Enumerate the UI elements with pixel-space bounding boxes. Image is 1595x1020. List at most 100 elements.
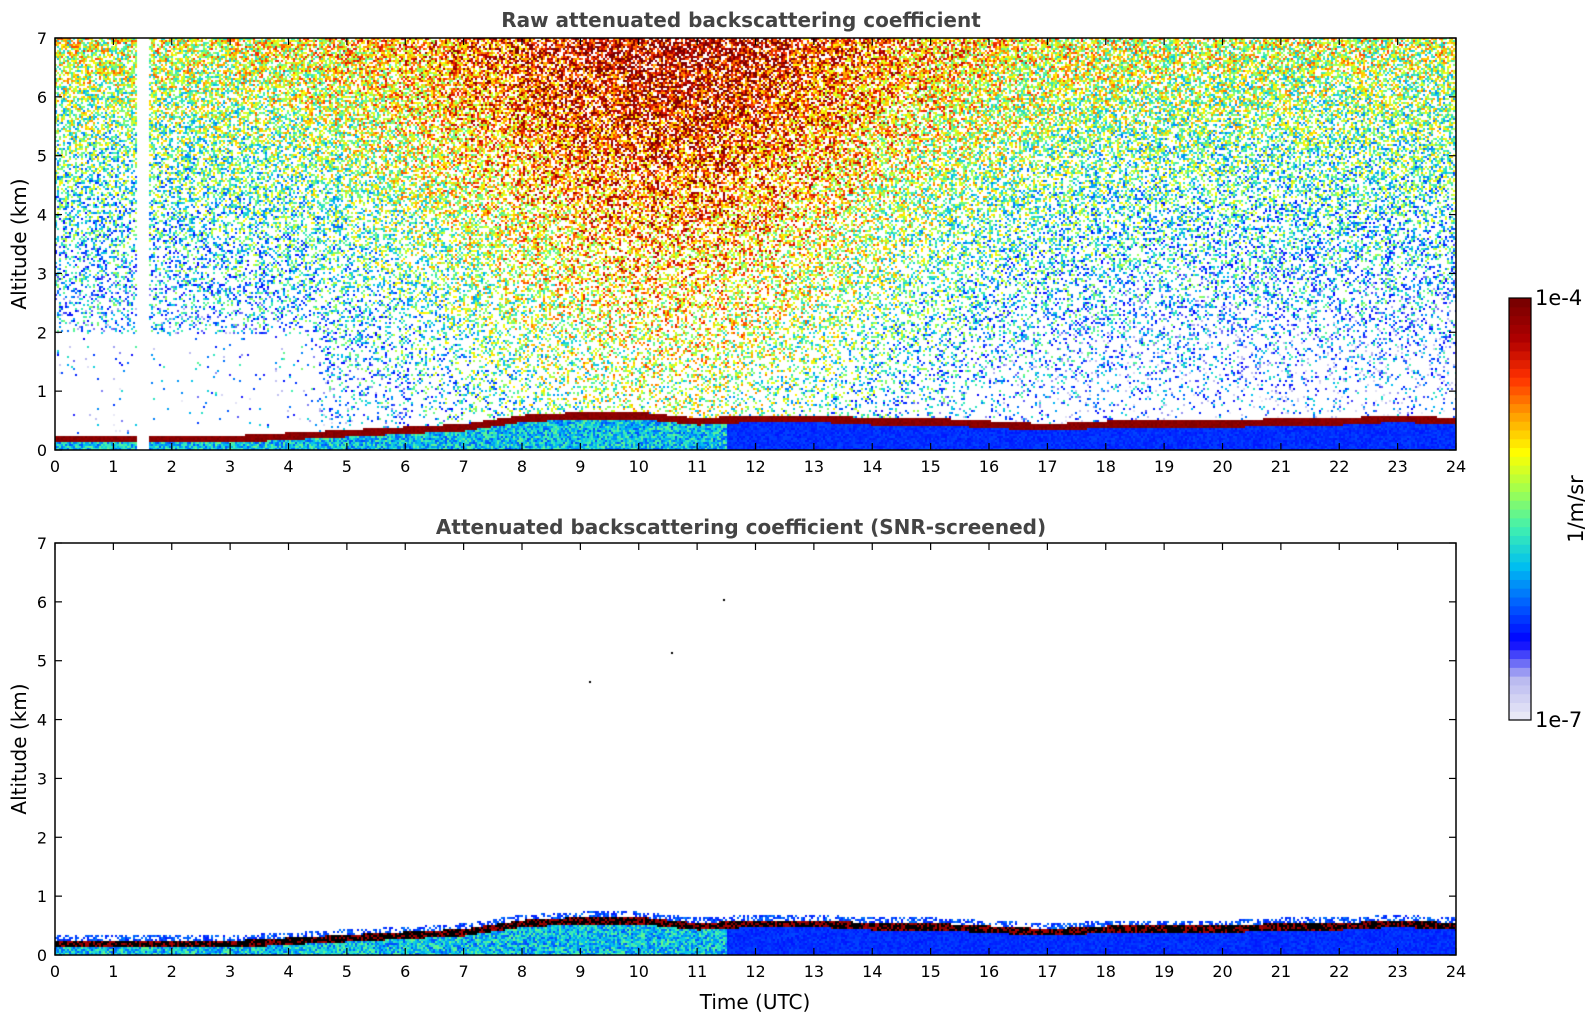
colorbar-segment — [1509, 693, 1531, 704]
x-tick-label: 4 — [283, 457, 293, 476]
x-tick-label: 3 — [225, 962, 235, 981]
colorbar-segment — [1509, 526, 1531, 536]
y-tick-label: 5 — [37, 147, 47, 166]
colorbar: 1e-4 1e-7 1/m/sr — [1508, 286, 1588, 732]
y-tick-label: 5 — [37, 652, 47, 671]
colorbar-segment — [1509, 596, 1531, 607]
colorbar-units-label: 1/m/sr — [1564, 475, 1588, 543]
colorbar-segment — [1509, 632, 1531, 642]
colorbar-segment — [1509, 500, 1531, 510]
x-tick-label: 20 — [1212, 962, 1232, 981]
x-tick-label: 0 — [50, 962, 60, 981]
x-ticks: 0 1 2 3 4 5 6 7 8 9 10 11 12 13 14 15 16 17 18 19 20 21 22 23 24 — [50, 38, 1466, 476]
x-tick-label: 17 — [1037, 457, 1057, 476]
colorbar-segment — [1509, 544, 1531, 554]
x-tick-label: 18 — [1096, 457, 1116, 476]
x-tick-label: 15 — [920, 962, 940, 981]
x-tick-label: 22 — [1329, 457, 1349, 476]
colorbar-segment — [1509, 702, 1531, 712]
heatmap-image — [55, 543, 1456, 955]
colorbar-segment — [1509, 412, 1531, 422]
colorbar-segment — [1509, 614, 1531, 624]
x-tick-label: 6 — [400, 962, 410, 981]
chart-screened: Attenuated backscattering coefficient (S… — [7, 515, 1466, 1014]
colorbar-segment — [1509, 368, 1531, 378]
colorbar-segment — [1509, 385, 1531, 396]
colorbar-segment — [1509, 676, 1531, 686]
y-ticks: 0 1 2 3 4 5 6 7 — [37, 534, 1456, 965]
x-tick-label: 1 — [108, 457, 118, 476]
heatmap — [55, 38, 1456, 450]
y-tick-label: 4 — [37, 711, 47, 730]
colorbar-segment — [1509, 491, 1531, 501]
colorbar-segment — [1509, 403, 1531, 413]
x-tick-label: 11 — [687, 962, 707, 981]
colorbar-segment — [1509, 465, 1531, 475]
colorbar-segment — [1509, 711, 1531, 721]
colorbar-segment — [1509, 438, 1531, 449]
chart-title: Attenuated backscattering coefficient (S… — [436, 515, 1046, 539]
x-tick-label: 9 — [575, 962, 585, 981]
colorbar-segment — [1509, 298, 1531, 308]
colorbar-segment — [1509, 421, 1531, 431]
x-tick-label: 2 — [167, 962, 177, 981]
colorbar-frame — [1508, 297, 1532, 721]
y-tick-label: 3 — [37, 264, 47, 283]
x-tick-label: 10 — [629, 457, 649, 476]
x-tick-label: 22 — [1329, 962, 1349, 981]
x-tick-label: 15 — [920, 457, 940, 476]
y-axis-label: Altitude (km) — [7, 683, 31, 814]
colorbar-segment — [1509, 535, 1531, 545]
colorbar-segment — [1509, 456, 1531, 466]
x-tick-label: 24 — [1446, 457, 1466, 476]
x-tick-label: 16 — [979, 457, 999, 476]
x-tick-label: 2 — [167, 457, 177, 476]
colorbar-segment — [1509, 570, 1531, 580]
colorbar-segment — [1509, 333, 1531, 343]
colorbar-min-label: 1e-7 — [1535, 708, 1582, 732]
y-tick-label: 6 — [37, 88, 47, 107]
colorbar-segment — [1509, 517, 1531, 528]
x-tick-label: 21 — [1271, 962, 1291, 981]
colorbar-gradient — [1509, 298, 1531, 721]
x-tick-label: 17 — [1037, 962, 1057, 981]
x-tick-label: 3 — [225, 457, 235, 476]
colorbar-segment — [1509, 579, 1531, 589]
y-ticks: 0 1 2 3 4 5 6 7 — [37, 29, 1456, 460]
colorbar-segment — [1509, 315, 1531, 325]
x-tick-label: 7 — [459, 962, 469, 981]
x-tick-label: 23 — [1387, 962, 1407, 981]
x-tick-label: 18 — [1096, 962, 1116, 981]
x-axis-label: Time (UTC) — [699, 990, 811, 1014]
colorbar-segment — [1509, 588, 1531, 598]
colorbar-segment — [1509, 341, 1531, 352]
colorbar-segment — [1509, 324, 1531, 334]
colorbar-segment — [1509, 429, 1531, 440]
x-tick-label: 19 — [1154, 962, 1174, 981]
y-tick-label: 2 — [37, 323, 47, 342]
colorbar-segment — [1509, 552, 1531, 563]
colorbar-segment — [1509, 350, 1531, 361]
x-tick-label: 6 — [400, 457, 410, 476]
x-tick-label: 4 — [283, 962, 293, 981]
y-tick-label: 3 — [37, 769, 47, 788]
x-tick-label: 12 — [745, 962, 765, 981]
colorbar-segment — [1509, 684, 1531, 695]
x-tick-label: 0 — [50, 457, 60, 476]
y-tick-label: 0 — [37, 946, 47, 965]
colorbar-segment — [1509, 447, 1531, 457]
y-tick-label: 6 — [37, 593, 47, 612]
x-ticks: 0 1 2 3 4 5 6 7 8 9 10 11 12 13 14 15 16 17 18 19 20 21 22 23 24 — [50, 543, 1466, 981]
x-tick-label: 13 — [804, 457, 824, 476]
colorbar-segment — [1509, 377, 1531, 387]
x-tick-label: 11 — [687, 457, 707, 476]
colorbar-segment — [1509, 667, 1531, 677]
x-tick-label: 14 — [862, 962, 882, 981]
x-tick-label: 20 — [1212, 457, 1232, 476]
x-tick-label: 21 — [1271, 457, 1291, 476]
colorbar-max-label: 1e-4 — [1535, 286, 1582, 310]
colorbar-segment — [1509, 658, 1531, 668]
colorbar-segment — [1509, 306, 1531, 317]
x-tick-label: 10 — [629, 962, 649, 981]
